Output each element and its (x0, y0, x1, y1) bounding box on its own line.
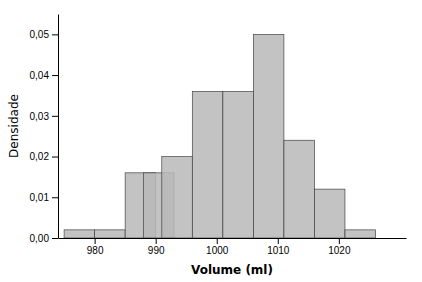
x-tick-label: 1000 (206, 245, 229, 256)
bar (345, 230, 376, 238)
x-tick-label: 1020 (328, 245, 351, 256)
x-axis-line (59, 238, 407, 239)
bar (64, 230, 95, 238)
y-tick: 0,04 (30, 70, 58, 81)
x-tick-mark (217, 238, 218, 244)
y-tick: 0,02 (30, 151, 58, 162)
x-axis-title: Volume (ml) (191, 263, 273, 277)
bar (375, 238, 406, 239)
plot: 9809901000101010200,000,010,020,030,040,… (30, 15, 407, 257)
bars (64, 34, 375, 238)
y-tick-mark (52, 75, 58, 76)
bar (162, 157, 193, 238)
x-tick: 1010 (267, 238, 290, 256)
bar (314, 189, 345, 238)
y-tick-label: 0,04 (30, 70, 50, 81)
x-tick-label: 980 (87, 245, 104, 256)
x-tick-mark (156, 238, 157, 244)
bar (95, 230, 126, 238)
x-tick-mark (278, 238, 279, 244)
y-axis: 0,00 0,01 0,02 0,03 0,04 0,05 (30, 15, 59, 244)
y-tick-label: 0,02 (30, 151, 50, 162)
x-tick: 1000 (206, 238, 229, 256)
x-axis: 980 990 1000 1010 1020 (59, 238, 407, 256)
y-axis-line (58, 15, 59, 239)
y-tick-mark (52, 34, 58, 35)
x-tick-label: 990 (148, 245, 165, 256)
bar (223, 91, 254, 238)
x-tick-label: 1010 (267, 245, 290, 256)
bar (284, 140, 315, 238)
x-tick-mark (339, 238, 340, 244)
x-tick-mark (95, 238, 96, 244)
chart: 9809901000101010200,000,010,020,030,040,… (0, 0, 422, 282)
x-tick: 990 (148, 238, 165, 256)
y-tick-label: 0,03 (30, 111, 50, 122)
y-tick-label: 0,00 (30, 233, 50, 244)
bar (253, 34, 284, 238)
y-tick: 0,05 (30, 29, 58, 40)
bar (192, 91, 223, 238)
x-tick: 980 (87, 238, 104, 256)
x-tick: 1020 (328, 238, 351, 256)
y-tick-label: 0,05 (30, 29, 50, 40)
y-tick: 0,03 (30, 111, 58, 122)
y-tick-mark (52, 238, 58, 239)
y-tick-mark (52, 197, 58, 198)
y-axis-title: Densidade (7, 94, 21, 158)
y-tick: 0,01 (30, 192, 58, 203)
y-tick-mark (52, 157, 58, 158)
y-tick-mark (52, 116, 58, 117)
y-tick: 0,00 (30, 233, 58, 244)
y-tick-label: 0,01 (30, 192, 50, 203)
